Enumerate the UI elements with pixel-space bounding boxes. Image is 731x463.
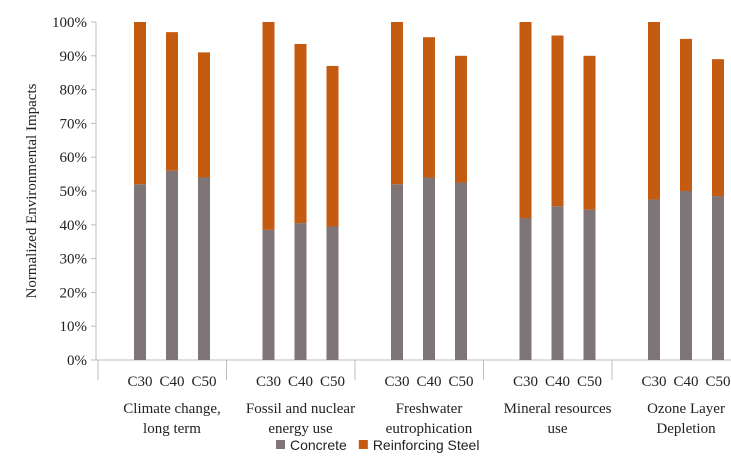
x-category-label: C50 (191, 374, 216, 390)
y-tick-label: 40% (60, 218, 88, 234)
group-label: Climate change, (123, 401, 220, 417)
group-label: Fossil and nuclear (246, 401, 355, 417)
legend-swatch (358, 440, 368, 449)
x-category-label: C40 (545, 374, 570, 390)
y-tick-label: 50% (60, 184, 88, 200)
y-tick-label: 30% (60, 252, 88, 268)
group-label: energy use (268, 421, 333, 437)
bar-reinforcing-steel (680, 38, 692, 192)
x-category-label: C30 (641, 374, 666, 390)
bar-reinforcing-steel (583, 55, 596, 210)
y-tick-label: 10% (60, 319, 88, 335)
bar-concrete (551, 206, 564, 360)
x-category-label: C40 (416, 374, 441, 390)
group-label: Mineral resources (504, 401, 612, 417)
y-tick-label: 0% (67, 353, 87, 369)
y-tick-label: 100% (52, 15, 87, 31)
bar-reinforcing-steel (551, 35, 564, 207)
group-label: Freshwater (396, 401, 463, 417)
x-category-label: C30 (256, 374, 281, 390)
bar-concrete (455, 182, 467, 360)
bar-concrete (648, 199, 660, 360)
y-axis-label: Normalized Environmental Impacts (24, 83, 40, 298)
group-label: use (548, 421, 568, 437)
bar-concrete (262, 229, 275, 360)
legend: Concrete Reinforcing Steel (276, 437, 479, 453)
y-tick-label: 80% (60, 83, 88, 99)
bars (134, 22, 724, 360)
y-tick-label: 90% (60, 49, 88, 65)
group-label: Ozone Layer (647, 401, 725, 417)
group-label: eutrophication (386, 421, 473, 437)
legend-label: Concrete (290, 437, 347, 453)
bar-reinforcing-steel (455, 55, 467, 183)
bar-concrete (423, 177, 435, 360)
bar-concrete (294, 223, 307, 360)
bar-reinforcing-steel (198, 52, 210, 178)
bar-reinforcing-steel (326, 65, 339, 227)
bar-reinforcing-steel (648, 22, 660, 200)
group-label: Depletion (656, 421, 716, 437)
x-category-label: C50 (448, 374, 473, 390)
legend-swatch (276, 440, 285, 449)
x-category-label: C30 (513, 374, 538, 390)
x-category-label: C30 (127, 374, 152, 390)
bar-concrete (198, 177, 210, 360)
bar-reinforcing-steel (423, 37, 435, 178)
x-category-label: C40 (159, 374, 184, 390)
labels: C30 C40 C50 Climate change, long term C30 C40 C… (123, 374, 730, 437)
group-label: long term (143, 421, 201, 437)
x-category-label: C40 (673, 374, 698, 390)
bar-reinforcing-steel (262, 22, 275, 230)
x-category-label: C50 (705, 374, 730, 390)
x-category-label: C50 (577, 374, 602, 390)
bar-concrete (712, 196, 724, 360)
axes: 0% 10% 20% 30% 40% 50% 60% 70% 80% 90% 100% Normali… (24, 15, 731, 380)
y-tick-label: 60% (60, 150, 88, 166)
bar-reinforcing-steel (519, 22, 532, 219)
bar-reinforcing-steel (294, 43, 307, 224)
y-tick-label: 70% (60, 116, 88, 132)
bar-reinforcing-steel (134, 22, 146, 185)
bar-reinforcing-steel (166, 32, 178, 171)
bar-concrete (166, 170, 178, 360)
bar-concrete (326, 226, 339, 360)
bar-concrete (391, 184, 403, 360)
legend-label: Reinforcing Steel (373, 437, 480, 453)
x-category-label: C40 (288, 374, 313, 390)
bar-concrete (583, 209, 596, 360)
bar-concrete (134, 184, 146, 360)
x-category-label: C50 (320, 374, 345, 390)
bar-reinforcing-steel (391, 22, 403, 185)
bar-reinforcing-steel (712, 59, 724, 197)
y-tick-label: 20% (60, 285, 88, 301)
bar-concrete (519, 218, 532, 360)
x-category-label: C30 (384, 374, 409, 390)
bar-concrete (680, 191, 692, 360)
